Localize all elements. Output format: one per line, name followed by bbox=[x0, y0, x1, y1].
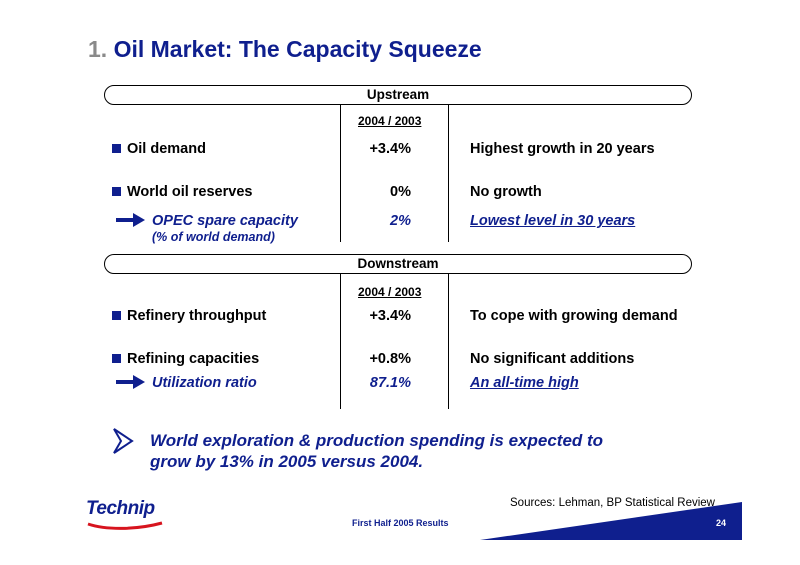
row-comment: No growth bbox=[470, 184, 542, 200]
utilization-ratio-value: 87.1% bbox=[369, 375, 411, 391]
column-divider-left bbox=[340, 105, 341, 242]
upstream-row-world-oil-reserves: World oil reserves bbox=[112, 184, 252, 200]
technip-logo: Technip bbox=[86, 498, 166, 534]
square-bullet-icon bbox=[112, 311, 121, 320]
utilization-ratio-label: Utilization ratio bbox=[152, 375, 257, 391]
square-bullet-icon bbox=[112, 354, 121, 363]
opec-spare-capacity-comment: Lowest level in 30 years bbox=[470, 213, 636, 229]
logo-swoosh bbox=[87, 521, 163, 530]
row-value: 0% bbox=[390, 184, 411, 200]
downstream-band: Downstream bbox=[104, 254, 692, 274]
row-label: Oil demand bbox=[127, 141, 206, 157]
sources-note: Sources: Lehman, BP Statistical Review bbox=[510, 497, 715, 509]
column-divider-right bbox=[448, 105, 449, 242]
column-divider-right bbox=[448, 274, 449, 409]
utilization-ratio-comment: An all-time high bbox=[470, 375, 579, 391]
row-label: Refining capacities bbox=[127, 351, 260, 367]
conclusion-line-1: World exploration & production spending … bbox=[150, 431, 604, 450]
row-value: +0.8% bbox=[369, 351, 411, 367]
row-comment: To cope with growing demand bbox=[470, 308, 678, 324]
upstream-band: Upstream bbox=[104, 85, 692, 105]
upstream-column-header: 2004 / 2003 bbox=[358, 114, 422, 128]
opec-spare-capacity-sublabel: (% of world demand) bbox=[152, 230, 275, 244]
opec-spare-capacity-value: 2% bbox=[390, 213, 411, 229]
downstream-row-refinery-throughput: Refinery throughput bbox=[112, 308, 266, 324]
page-number: 24 bbox=[716, 518, 727, 528]
conclusion-line-2: grow by 13% in 2005 versus 2004. bbox=[150, 452, 424, 471]
row-value: +3.4% bbox=[369, 141, 411, 157]
downstream-row-refining-capacities: Refining capacities bbox=[112, 351, 259, 367]
square-bullet-icon bbox=[112, 187, 121, 196]
opec-spare-capacity-label: OPEC spare capacity bbox=[152, 213, 298, 229]
arrow-right-icon bbox=[116, 213, 145, 227]
logo-wordmark: Technip bbox=[86, 498, 155, 519]
chevron-right-icon bbox=[113, 428, 134, 454]
title-number: 1. bbox=[88, 36, 108, 62]
row-label: World oil reserves bbox=[127, 184, 253, 200]
row-comment: No significant additions bbox=[470, 351, 635, 367]
square-bullet-icon bbox=[112, 144, 121, 153]
conclusion-text: World exploration & production spending … bbox=[150, 430, 710, 472]
downstream-column-header: 2004 / 2003 bbox=[358, 285, 422, 299]
column-divider-left bbox=[340, 274, 341, 409]
row-label: Refinery throughput bbox=[127, 308, 267, 324]
title-text: Oil Market: The Capacity Squeeze bbox=[113, 36, 482, 62]
arrow-right-icon bbox=[116, 375, 145, 389]
row-comment: Highest growth in 20 years bbox=[470, 141, 655, 157]
footer-center-text: First Half 2005 Results bbox=[352, 518, 449, 528]
upstream-row-oil-demand: Oil demand bbox=[112, 141, 206, 157]
row-value: +3.4% bbox=[369, 308, 411, 324]
slide-title: 1. Oil Market: The Capacity Squeeze bbox=[88, 36, 482, 63]
